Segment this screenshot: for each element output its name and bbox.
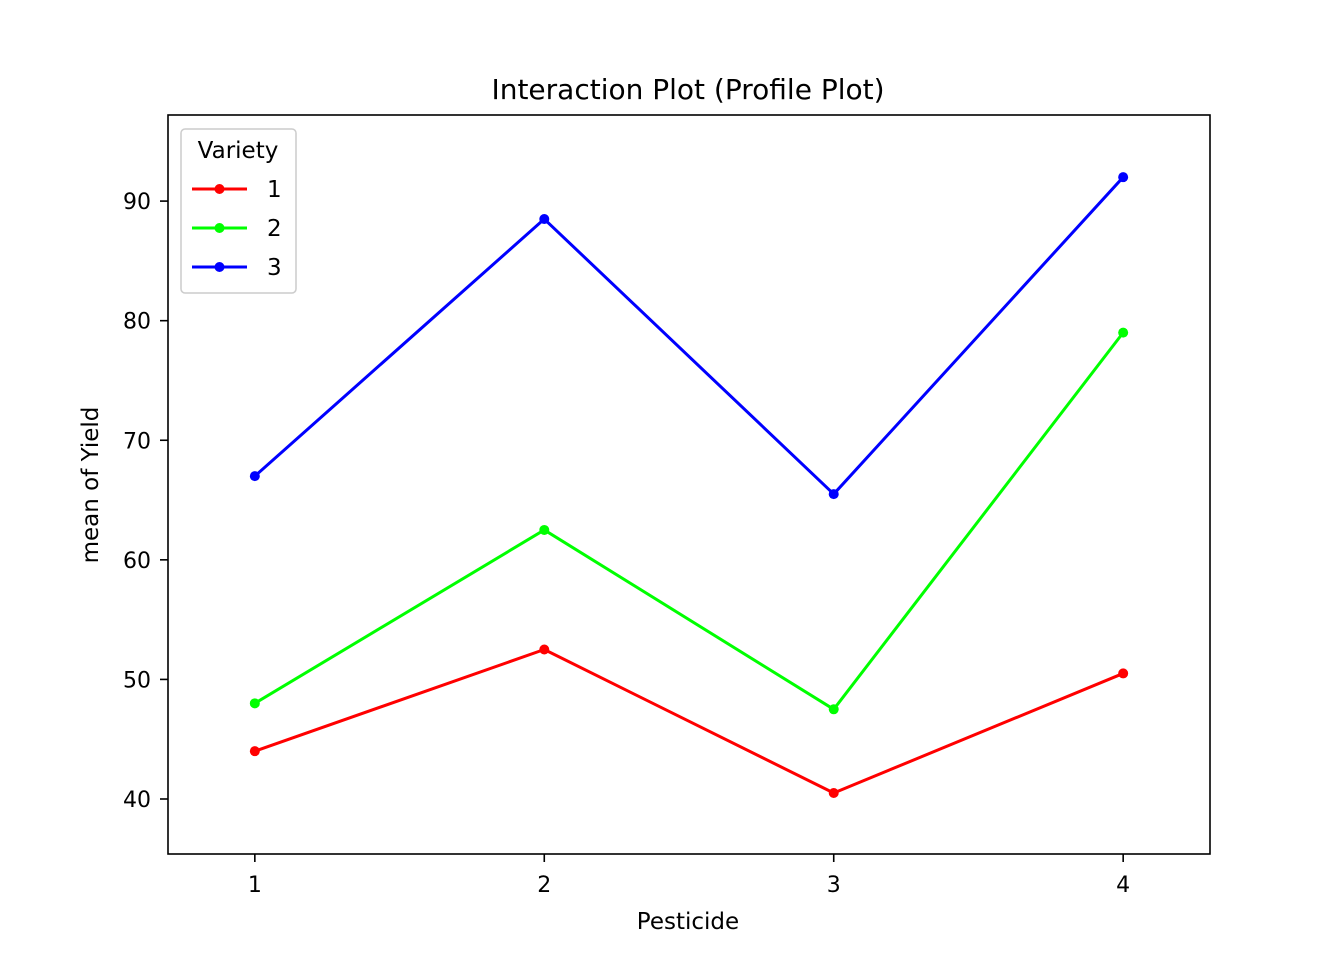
data-point (249, 698, 260, 709)
x-tick-label: 3 (827, 873, 841, 898)
legend-swatch-marker (214, 223, 225, 233)
legend-box (180, 128, 297, 294)
series-variety-1 (249, 644, 1129, 799)
series-line (253, 176, 1125, 496)
data-point (249, 471, 260, 482)
plot-area (167, 114, 1211, 855)
data-point (828, 788, 839, 799)
y-axis: 40 50 60 70 80 90 (123, 190, 168, 813)
legend: Variety 1 2 3 (180, 128, 297, 294)
series-line (254, 648, 1124, 795)
x-axis-label: Pesticide (637, 909, 739, 935)
legend-swatch-marker (214, 262, 225, 272)
y-tick-label: 90 (123, 190, 151, 215)
legend-swatch-marker (214, 184, 225, 194)
data-point (1118, 327, 1129, 338)
data-point (1118, 172, 1129, 183)
y-tick-label: 50 (123, 668, 151, 693)
data-point (249, 746, 260, 757)
x-tick-label: 2 (537, 873, 551, 898)
legend-title: Variety (198, 138, 279, 164)
series-layer (249, 172, 1129, 799)
y-tick-label: 60 (123, 549, 151, 574)
series-line (254, 331, 1125, 711)
y-tick-label: 40 (123, 788, 151, 813)
data-point (828, 489, 839, 500)
series-variety-2 (249, 327, 1129, 715)
y-tick-label: 70 (123, 429, 151, 454)
chart-title: Interaction Plot (Profile Plot) (491, 73, 884, 106)
x-axis: 1 2 3 4 (248, 854, 1130, 898)
legend-entry-variety-2: 2 (192, 216, 282, 242)
data-point (539, 524, 550, 535)
legend-entry-variety-1: 1 (192, 177, 282, 203)
legend-label: 2 (267, 216, 282, 242)
x-tick-label: 4 (1116, 873, 1130, 898)
data-point (539, 644, 550, 655)
y-tick-label: 80 (123, 310, 151, 335)
legend-label: 1 (267, 177, 282, 203)
series-variety-3 (249, 172, 1129, 500)
legend-label: 3 (267, 255, 282, 281)
x-tick-label: 1 (248, 873, 262, 898)
data-point (828, 704, 839, 715)
data-point (539, 214, 550, 225)
y-axis-label: mean of Yield (78, 407, 104, 564)
data-point (1118, 668, 1129, 679)
legend-entry-variety-3: 3 (192, 255, 282, 281)
